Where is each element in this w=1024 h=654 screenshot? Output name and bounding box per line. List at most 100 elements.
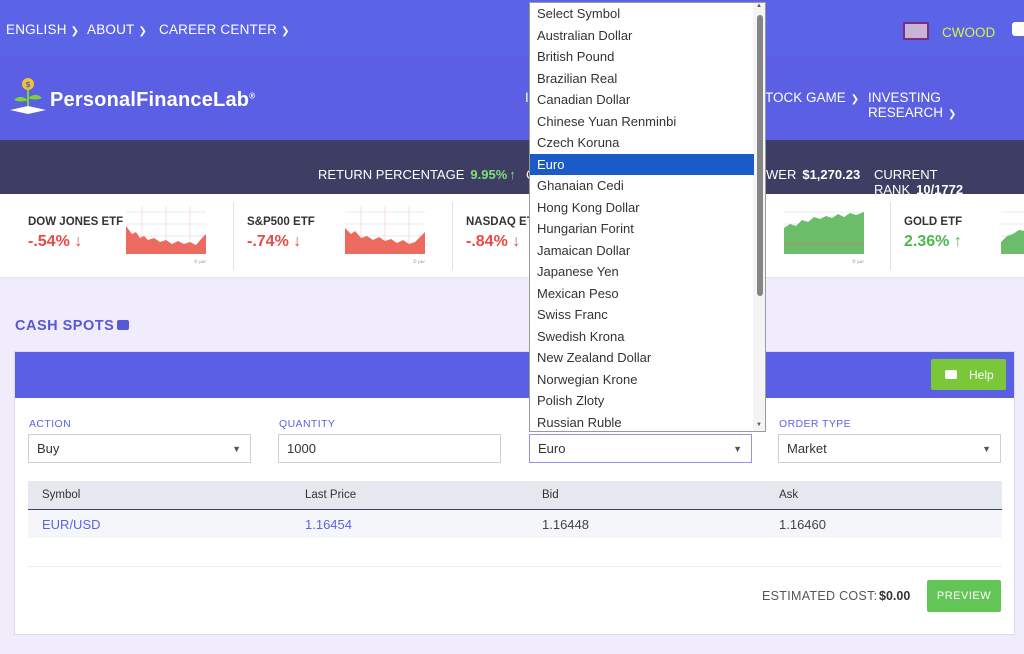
dropdown-option[interactable]: Canadian Dollar: [537, 92, 631, 107]
ticker-name: GOLD ETF: [904, 216, 963, 228]
svg-text:$: $: [25, 80, 31, 89]
help-button-label: Help: [969, 368, 994, 382]
return-percentage-label: RETURN PERCENTAGE: [318, 167, 465, 182]
dropdown-option[interactable]: Norwegian Krone: [537, 371, 638, 387]
dropdown-option[interactable]: Ghanaian Cedi: [537, 178, 624, 193]
quote-symbol-link[interactable]: EUR/USD: [42, 517, 101, 532]
dropdown-option[interactable]: Japanese Yen: [537, 264, 619, 279]
arrow-down-icon: ↓: [293, 233, 302, 250]
ticker-change-value: 2.36%: [904, 233, 950, 250]
action-label: ACTION: [29, 418, 72, 430]
camera-icon: [945, 370, 957, 379]
ticker-nasdaq[interactable]: NASDAQ ETF -.84% ↓: [453, 194, 541, 278]
market-tickers: DOW JONES ETF -.54% ↓ © pureweb S&P500 E…: [0, 194, 1024, 278]
scroll-up-icon[interactable]: ▲: [756, 3, 762, 9]
ticker-name: NASDAQ ETF: [466, 216, 541, 228]
ticker-divider: [452, 202, 453, 270]
chat-icon[interactable]: [1012, 22, 1024, 36]
nav-stock-game[interactable]: TOCK GAME ❯: [765, 90, 859, 105]
nav-career-center[interactable]: CAREER CENTER ❯: [159, 22, 290, 37]
chevron-down-icon: ❯: [138, 26, 148, 37]
help-button[interactable]: Help: [931, 359, 1006, 390]
dropdown-option[interactable]: Chinese Yuan Renminbi: [537, 113, 677, 129]
chevron-down-icon: ❯: [70, 26, 80, 37]
dropdown-option[interactable]: Russian Ruble: [537, 414, 622, 430]
top-utility-bar: ENGLISH ❯ ABOUT ❯ CAREER CENTER ❯ CWOOD: [0, 0, 1024, 56]
nav-stock-game-label: TOCK GAME: [765, 90, 846, 105]
arrow-up-icon: ↑: [953, 233, 962, 250]
ticker-change-value: -.74%: [247, 233, 289, 250]
quote-last-price[interactable]: 1.16454: [305, 517, 352, 532]
portfolio-stats-bar: [0, 140, 1024, 194]
dropdown-option[interactable]: Swiss Franc: [537, 307, 608, 322]
dropdown-option[interactable]: Brazilian Real: [537, 70, 618, 86]
nav-partial-item[interactable]: I: [525, 90, 529, 105]
username-link[interactable]: CWOOD: [942, 25, 996, 40]
ticker-change: -.54% ↓: [28, 233, 82, 251]
ticker-partial-chart[interactable]: © pureweb: [766, 194, 890, 278]
nav-language-label: ENGLISH: [6, 22, 67, 37]
caret-down-icon: ▼: [982, 444, 991, 454]
scrollbar-thumb[interactable]: [757, 15, 763, 296]
panel-header: Help: [15, 352, 1014, 398]
dropdown-option[interactable]: New Zealand Dollar: [537, 350, 652, 365]
dropdown-option[interactable]: Australian Dollar: [537, 27, 633, 43]
quote-bid: 1.16448: [542, 517, 589, 532]
quantity-label: QUANTITY: [279, 418, 336, 430]
nav-language[interactable]: ENGLISH ❯: [6, 22, 79, 37]
quote-table-header: Symbol Last Price Bid Ask: [28, 481, 1002, 509]
user-avatar-icon[interactable]: [903, 22, 929, 40]
symbol-dropdown-list[interactable]: ▲ ▼ Select Symbol Australian Dollar Britis…: [529, 2, 766, 432]
order-type-select[interactable]: Market ▼: [778, 434, 1001, 463]
caret-down-icon: ▼: [733, 444, 742, 454]
preview-button[interactable]: PREVIEW: [927, 580, 1001, 612]
column-header-bid: Bid: [542, 489, 559, 501]
ticker-divider: [890, 202, 891, 270]
dropdown-option[interactable]: Swedish Krona: [537, 328, 625, 344]
brand-logo-text[interactable]: PersonalFinanceLab®: [50, 89, 255, 112]
ticker-sp500[interactable]: S&P500 ETF -.74% ↓ © pureweb: [234, 194, 452, 278]
action-select[interactable]: Buy ▼: [28, 434, 251, 463]
buying-power-value: $1,270.23: [802, 167, 861, 182]
dropdown-option[interactable]: Euro: [530, 153, 754, 175]
video-tutorial-icon[interactable]: [117, 320, 129, 330]
dropdown-scrollbar[interactable]: ▲ ▼: [753, 3, 765, 431]
svg-text:© pureweb: © pureweb: [194, 259, 206, 264]
ticker-change-value: -.84%: [466, 233, 508, 250]
symbol-select[interactable]: Euro ▼: [529, 434, 752, 463]
arrow-down-icon: ↓: [512, 233, 521, 250]
ticker-change: -.74% ↓: [247, 233, 301, 251]
column-header-symbol: Symbol: [42, 489, 81, 501]
quote-ask: 1.16460: [779, 517, 826, 532]
column-header-ask: Ask: [779, 489, 799, 501]
estimated-cost-label: ESTIMATED COST:: [762, 589, 878, 603]
dropdown-option[interactable]: Select Symbol: [537, 6, 621, 21]
dropdown-option[interactable]: Hong Kong Dollar: [537, 199, 640, 215]
dropdown-option[interactable]: Jamaican Dollar: [537, 242, 631, 258]
buying-power-stat: WER $1,270.23: [766, 167, 860, 182]
nav-investing-research[interactable]: INVESTING RESEARCH ❯: [868, 90, 1024, 120]
quantity-input[interactable]: 1000: [278, 434, 501, 463]
divider: [28, 566, 1002, 567]
ticker-gold[interactable]: GOLD ETF 2.36% ↑: [891, 194, 1024, 278]
current-rank-label: CURRENT RANK: [874, 167, 938, 197]
dropdown-option[interactable]: Czech Koruna: [537, 135, 620, 150]
dropdown-option[interactable]: British Pound: [537, 49, 615, 64]
nav-about[interactable]: ABOUT ❯: [87, 22, 147, 37]
dropdown-option[interactable]: Mexican Peso: [537, 285, 619, 301]
action-select-value: Buy: [37, 441, 60, 456]
ticker-change-value: -.54%: [28, 233, 70, 250]
return-percentage-value: 9.95%: [470, 167, 508, 182]
dropdown-option[interactable]: Hungarian Forint: [537, 221, 634, 236]
symbol-select-value: Euro: [538, 441, 566, 456]
ticker-dow-jones[interactable]: DOW JONES ETF -.54% ↓ © pureweb: [0, 194, 233, 278]
scroll-down-icon[interactable]: ▼: [756, 422, 762, 428]
page-title: CASH SPOTS: [15, 318, 115, 334]
order-type-label: ORDER TYPE: [779, 418, 852, 430]
current-rank-value: 10/1772: [916, 182, 964, 197]
current-rank-stat: CURRENT RANK 10/1772: [874, 167, 1024, 197]
column-header-last-price: Last Price: [305, 489, 357, 501]
brand-name: PersonalFinanceLab: [50, 89, 250, 111]
ticker-sparkline-chart: © pureweb: [345, 206, 425, 264]
dropdown-option[interactable]: Polish Zloty: [537, 393, 605, 408]
